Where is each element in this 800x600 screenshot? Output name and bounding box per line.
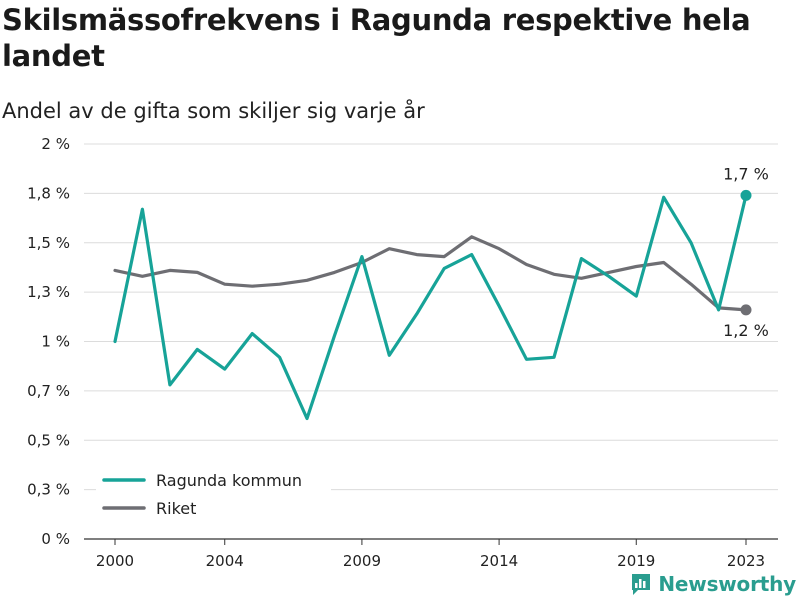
legend-background bbox=[96, 462, 331, 526]
y-tick-label: 0 % bbox=[41, 530, 70, 548]
end-point-marker bbox=[740, 189, 752, 201]
x-tick-label: 2014 bbox=[480, 552, 518, 570]
y-tick-label: 1,3 % bbox=[27, 283, 70, 301]
y-axis-ticks: 0 % 0,3 % 0,5 % 0,7 % 1 % 1,3 % 1,5 % 1,8 % 2 % bbox=[27, 135, 70, 548]
y-tick-label: 0,7 % bbox=[27, 382, 70, 400]
series-line-riket bbox=[113, 235, 748, 312]
x-tick-label: 2000 bbox=[96, 552, 134, 570]
x-tick-label: 2019 bbox=[617, 552, 655, 570]
legend-label: Ragunda kommun bbox=[156, 471, 302, 490]
y-tick-label: 0,3 % bbox=[27, 481, 70, 499]
y-tick-label: 0,5 % bbox=[27, 431, 70, 449]
y-tick-label: 2 % bbox=[41, 135, 70, 153]
y-tick-label: 1,8 % bbox=[27, 184, 70, 202]
brand-logo: Newsworthy bbox=[630, 572, 796, 596]
series-lines bbox=[113, 193, 748, 421]
end-value-label: 1,7 % bbox=[723, 164, 769, 183]
x-axis: 2000 2004 2009 2014 2019 2023 bbox=[96, 539, 765, 570]
chart-title: Skilsmässofrekvens i Ragunda respektive … bbox=[2, 3, 751, 73]
end-value-label: 1,2 % bbox=[723, 321, 769, 340]
x-tick-label: 2023 bbox=[727, 552, 765, 570]
series-line-ragunda bbox=[113, 193, 748, 421]
chart-subtitle: Andel av de gifta som skiljer sig varje … bbox=[2, 99, 425, 123]
legend: Ragunda kommun Riket bbox=[96, 462, 331, 526]
end-markers: 1,7 % 1,2 % bbox=[723, 164, 769, 340]
x-tick-label: 2009 bbox=[343, 552, 381, 570]
legend-label: Riket bbox=[156, 499, 196, 518]
y-tick-label: 1,5 % bbox=[27, 234, 70, 252]
x-tick-label: 2004 bbox=[206, 552, 244, 570]
brand-name: Newsworthy bbox=[658, 572, 796, 596]
end-point-marker bbox=[740, 304, 752, 316]
bar-chart-logo-icon bbox=[632, 574, 651, 595]
y-tick-label: 1 % bbox=[41, 333, 70, 351]
